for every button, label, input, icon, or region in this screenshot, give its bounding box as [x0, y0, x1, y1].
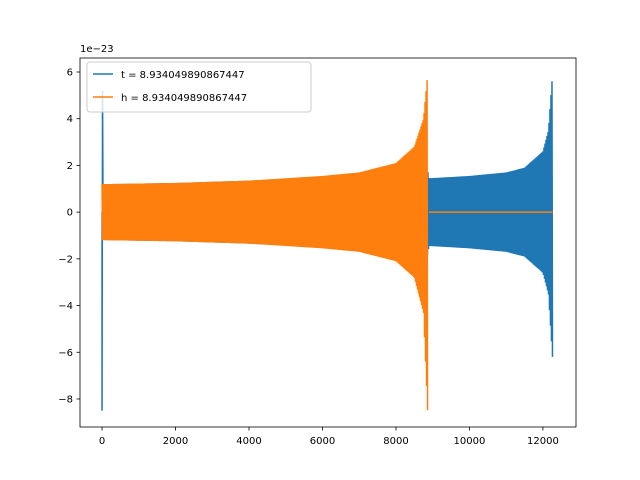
- legend: t = 8.934049890867447 h = 8.934049890867…: [86, 61, 312, 113]
- x-tick-label: 10000: [454, 436, 486, 447]
- legend-label-t: t = 8.934049890867447: [121, 70, 245, 81]
- plot-area: [101, 80, 554, 411]
- x-tick-label: 2000: [163, 436, 188, 447]
- y-tick-label: −2: [58, 254, 73, 265]
- y-tick-label: 4: [67, 114, 73, 125]
- legend-frame: [86, 61, 312, 113]
- axes-frame: [79, 57, 577, 428]
- x-tick-label: 0: [99, 436, 105, 447]
- y-tick-label: 0: [67, 208, 73, 219]
- x-tick-label: 8000: [383, 436, 408, 447]
- legend-label-h: h = 8.934049890867447: [121, 93, 247, 104]
- y-tick-label: 6: [67, 68, 73, 79]
- y-axis-offset-label: 1e−23: [80, 44, 114, 55]
- x-tick-label: 4000: [236, 436, 261, 447]
- series-h: [101, 80, 553, 411]
- x-tick-label: 12000: [527, 436, 559, 447]
- series-line-h: [101, 80, 429, 411]
- x-tick-label: 6000: [310, 436, 335, 447]
- y-tick-label: 2: [67, 161, 73, 172]
- axes: 0 2000 4000 6000 8000 10000 12000 −8 −6 −4 −2 0 2 4 6: [58, 57, 577, 447]
- y-tick-label: −6: [58, 348, 73, 359]
- y-tick-label: −4: [58, 301, 73, 312]
- y-tick-label: −8: [58, 394, 73, 405]
